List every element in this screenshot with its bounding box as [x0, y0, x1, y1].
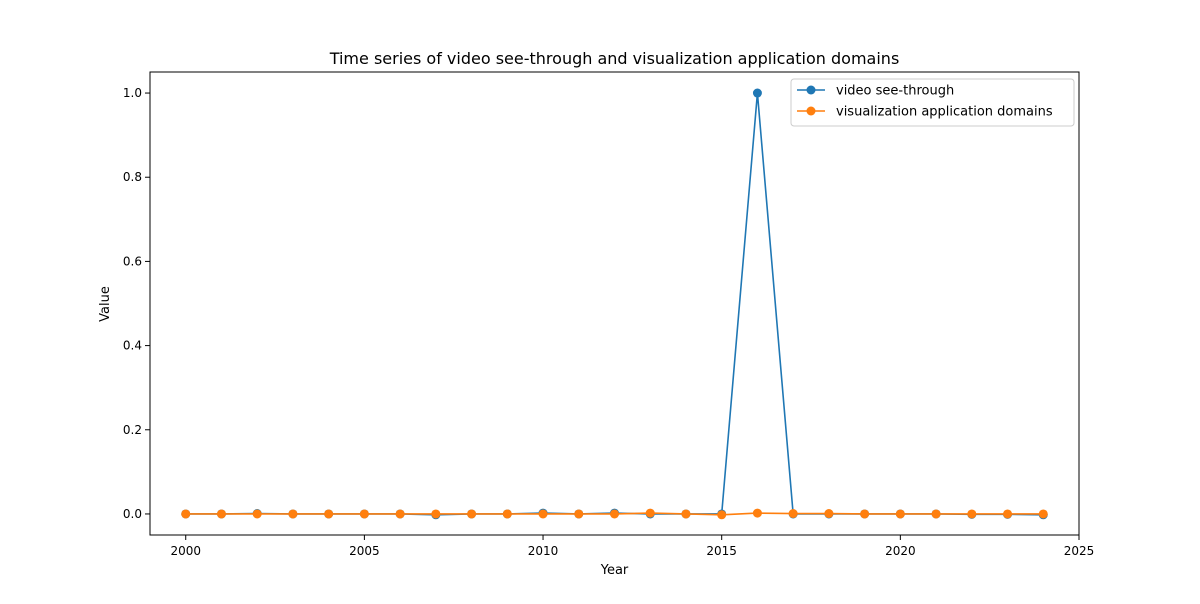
series-2-point — [467, 509, 477, 519]
series-2-point — [359, 509, 369, 519]
x-tick-label: 2000 — [170, 544, 201, 558]
series-2-point — [752, 508, 762, 518]
y-tick-label: 0.4 — [123, 339, 142, 353]
legend-label-2: visualization application domains — [836, 105, 1053, 120]
y-tick-label: 1.0 — [123, 86, 142, 100]
y-tick-label: 0.8 — [123, 170, 142, 184]
x-tick-label: 2010 — [528, 544, 559, 558]
legend-marker-2 — [806, 106, 816, 116]
series-2-point — [252, 509, 262, 519]
y-tick-label: 0.6 — [123, 254, 142, 268]
x-tick-label: 2020 — [885, 544, 916, 558]
legend-box — [790, 78, 1075, 127]
series-2-point — [1038, 509, 1048, 519]
x-tick-label: 2015 — [706, 544, 737, 558]
series-2-point — [216, 509, 226, 519]
x-axis-label: Year — [600, 563, 629, 578]
series-2-point — [610, 509, 619, 519]
series-2-point — [324, 509, 334, 519]
series-2-point — [895, 509, 905, 519]
series-2-point — [574, 509, 584, 519]
series-line-1 — [185, 92, 1044, 516]
series-2-point — [395, 509, 405, 519]
legend: video see-through visualization applicati… — [790, 78, 1075, 127]
y-axis-label: Value — [98, 286, 113, 322]
series-2-point — [717, 510, 727, 520]
x-tick-label: 2025 — [1064, 544, 1095, 558]
plot-frame — [149, 71, 1080, 536]
chart-title: Time series of video see-through and vis… — [329, 49, 900, 68]
series-2-point — [931, 509, 941, 519]
series-2-point — [181, 509, 191, 519]
series-2-point — [1003, 509, 1013, 519]
series-2-point — [824, 509, 834, 519]
y-tick-label: 0.2 — [123, 423, 142, 437]
series-2-point — [788, 509, 798, 519]
series-2-point — [431, 509, 441, 519]
series-2-point — [967, 509, 977, 519]
series-1-point — [752, 88, 762, 98]
legend-label-1: video see-through — [836, 84, 954, 99]
y-tick-label: 0.0 — [123, 507, 142, 521]
series-2-point — [681, 509, 691, 519]
series-2-point — [288, 509, 298, 519]
series-2-point — [538, 509, 548, 519]
series-2-point — [502, 509, 512, 519]
x-tick-label: 2005 — [349, 544, 380, 558]
plot-area — [181, 88, 1048, 520]
legend-marker-1 — [806, 85, 816, 95]
series-2-point — [645, 508, 655, 518]
series-2-point — [860, 509, 870, 519]
